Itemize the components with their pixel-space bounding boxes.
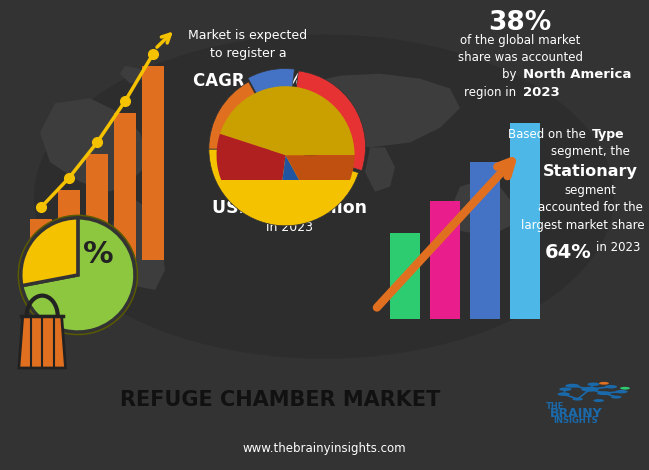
Text: THE: THE	[546, 402, 564, 411]
Bar	[30, 219, 52, 260]
Wedge shape	[209, 149, 358, 226]
Text: to register a: to register a	[210, 47, 286, 60]
Bar	[510, 123, 540, 320]
Text: Stationary: Stationary	[543, 164, 637, 179]
Wedge shape	[286, 155, 354, 216]
Wedge shape	[217, 134, 286, 224]
Circle shape	[599, 382, 609, 384]
Text: segment: segment	[564, 184, 616, 197]
Polygon shape	[248, 84, 305, 123]
Polygon shape	[245, 123, 315, 226]
Text: largest market share of: largest market share of	[520, 219, 649, 232]
Text: INSIGHTS: INSIGHTS	[554, 416, 598, 425]
Text: Based on the: Based on the	[508, 128, 590, 141]
Polygon shape	[365, 148, 395, 192]
Circle shape	[620, 387, 630, 390]
Bar	[470, 162, 500, 320]
Circle shape	[593, 399, 604, 402]
Text: North America: North America	[523, 68, 631, 81]
Text: USD 180 Million: USD 180 Million	[212, 198, 367, 217]
Bar	[86, 154, 108, 260]
Bar	[142, 66, 164, 260]
Ellipse shape	[34, 34, 614, 359]
Circle shape	[587, 383, 600, 386]
Text: 2023: 2023	[523, 86, 559, 100]
Polygon shape	[40, 98, 150, 192]
Circle shape	[582, 387, 598, 392]
Text: REFUGE CHAMBER MARKET: REFUGE CHAMBER MARKET	[120, 390, 440, 410]
Circle shape	[605, 385, 617, 389]
Circle shape	[597, 391, 611, 395]
Text: CAGR of 4%: CAGR of 4%	[193, 72, 303, 90]
Text: segment, the: segment, the	[550, 145, 630, 158]
Text: in 2023: in 2023	[596, 241, 640, 254]
Polygon shape	[295, 74, 460, 148]
Polygon shape	[450, 182, 515, 236]
Polygon shape	[19, 316, 66, 368]
Bar	[58, 190, 80, 260]
Circle shape	[615, 390, 628, 393]
Text: %: %	[82, 241, 113, 269]
Wedge shape	[22, 218, 135, 332]
Circle shape	[611, 396, 622, 399]
Bar	[430, 202, 460, 320]
Text: in 2023: in 2023	[267, 221, 313, 234]
Circle shape	[557, 392, 570, 396]
Bar	[114, 113, 136, 260]
Text: of the global market: of the global market	[459, 34, 580, 47]
Circle shape	[565, 384, 580, 388]
Circle shape	[572, 398, 583, 400]
Wedge shape	[248, 69, 295, 145]
Text: share was accounted: share was accounted	[458, 51, 583, 64]
Wedge shape	[209, 82, 286, 149]
Text: 38%: 38%	[489, 10, 552, 36]
Text: Market is expected: Market is expected	[188, 30, 308, 42]
Polygon shape	[120, 66, 145, 84]
Text: 64%: 64%	[545, 243, 591, 262]
Bar	[390, 233, 420, 320]
Text: www.thebrainyinsights.com: www.thebrainyinsights.com	[242, 442, 406, 455]
Text: Type: Type	[592, 128, 624, 141]
Text: valued at: valued at	[260, 175, 319, 188]
Wedge shape	[277, 155, 319, 224]
Text: The market was: The market was	[240, 157, 340, 170]
Text: BRAINY: BRAINY	[550, 407, 602, 420]
Polygon shape	[110, 196, 165, 290]
Text: by: by	[502, 68, 520, 81]
Wedge shape	[220, 86, 354, 155]
Circle shape	[559, 387, 572, 391]
Text: accounted for the: accounted for the	[537, 202, 643, 214]
Wedge shape	[21, 218, 78, 286]
Wedge shape	[289, 71, 365, 171]
Ellipse shape	[217, 151, 354, 170]
Text: region in: region in	[464, 86, 520, 100]
